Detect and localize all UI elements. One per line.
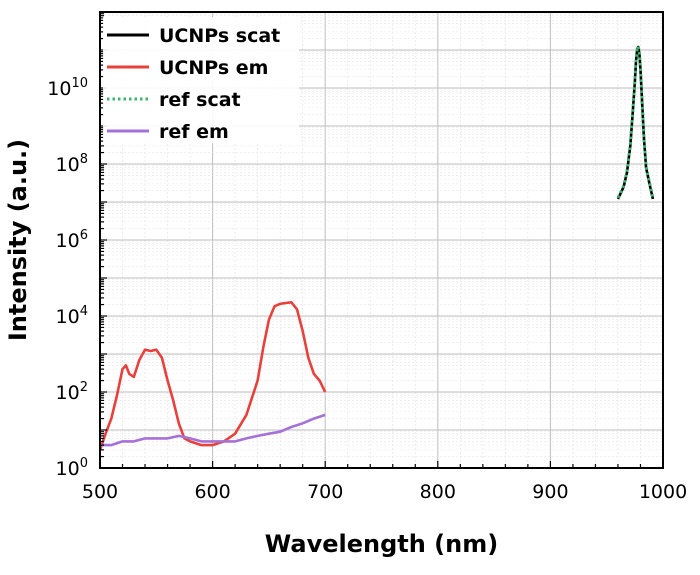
legend: UCNPs scat UCNPs em ref scat ref em (103, 17, 299, 143)
tick-labels: 500 600 700 800 900 1000 100 102 104 106 108 1010 (47, 76, 687, 503)
series-line-1 (98, 300, 327, 451)
x-tick-label: 700 (307, 481, 343, 503)
x-tick-label: 1000 (639, 481, 687, 503)
legend-label: ref scat (159, 89, 241, 111)
y-axis-label: Intensity (a.u.) (4, 139, 32, 341)
x-tick-label: 600 (194, 481, 230, 503)
legend-label: UCNPs em (159, 57, 268, 79)
y-tick-label: 106 (56, 228, 88, 252)
x-tick-label: 900 (532, 481, 568, 503)
x-tick-label: 500 (82, 481, 118, 503)
y-tick-label: 108 (56, 152, 88, 176)
y-tick-label: 1010 (47, 76, 88, 100)
y-tick-label: 102 (56, 380, 88, 404)
legend-label: UCNPs scat (159, 25, 280, 47)
series-line-3 (100, 413, 326, 447)
series-line-2 (616, 44, 655, 199)
x-tick-label: 800 (420, 481, 456, 503)
y-tick-label: 100 (56, 456, 88, 480)
legend-label: ref em (159, 121, 229, 143)
y-tick-label: 104 (56, 304, 88, 328)
legend-box (103, 17, 299, 143)
plot-area (98, 44, 655, 451)
series-line-0 (616, 45, 655, 200)
x-axis-label: Wavelength (nm) (265, 530, 498, 558)
